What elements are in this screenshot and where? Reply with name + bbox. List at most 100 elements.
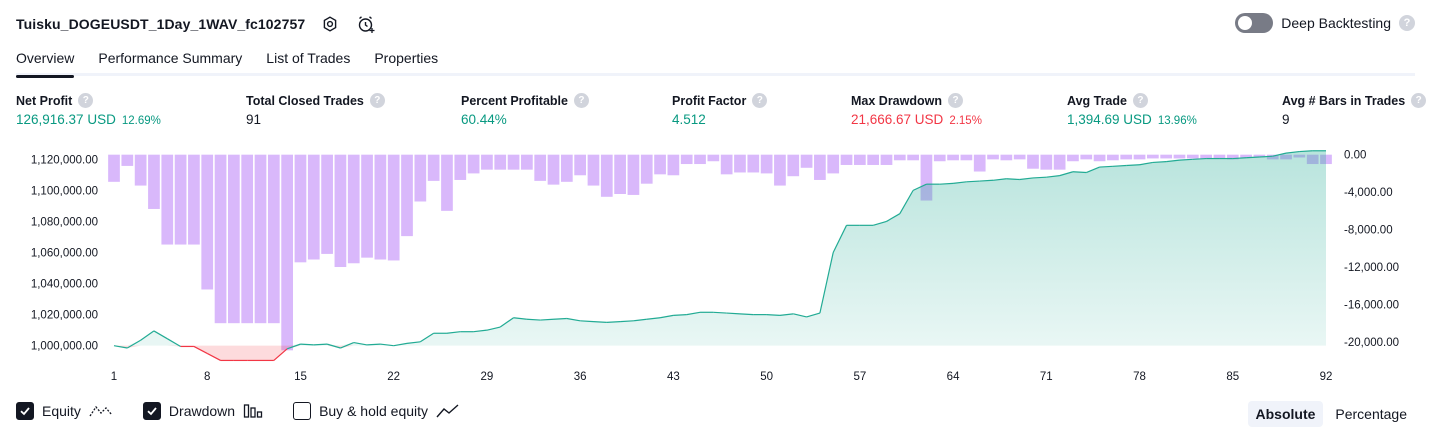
legend-drawdown[interactable]: Drawdown xyxy=(142,402,263,420)
drawdown-bar xyxy=(880,154,893,165)
drawdown-bar xyxy=(441,154,453,211)
equity-segment xyxy=(739,313,754,316)
drawdown-bar xyxy=(867,154,880,165)
left-axis-tick: 1,120,000.00 xyxy=(31,154,98,166)
drawdown-bar xyxy=(307,154,320,260)
equity-segment xyxy=(1086,166,1100,174)
info-icon[interactable]: ? xyxy=(948,93,963,108)
info-icon[interactable]: ? xyxy=(369,93,385,108)
equity-segment xyxy=(633,318,647,322)
alarm-add-icon[interactable] xyxy=(355,13,377,35)
equity-area xyxy=(114,150,1326,361)
metric-max-drawdown: Max Drawdown? 21,666.67 USD 2.15% xyxy=(851,93,982,127)
drawdown-bar xyxy=(1226,154,1239,160)
drawdown-bar xyxy=(228,154,240,324)
equity-drawdown-chart[interactable]: 1,120,000.00 1,100,000.00 1,080,000.00 1,06… xyxy=(0,140,1431,380)
equity-segment xyxy=(286,343,301,350)
equity-segment xyxy=(1232,157,1247,160)
drawdown-bar xyxy=(1000,154,1013,161)
drawdown-bar xyxy=(1040,154,1053,170)
equity-segment xyxy=(620,320,634,323)
equity-segment xyxy=(899,190,914,214)
equity-segment xyxy=(166,338,181,347)
legend-equity[interactable]: Equity xyxy=(16,402,113,420)
equity-segment xyxy=(593,321,607,323)
x-axis-tick: 71 xyxy=(1040,371,1053,380)
equity-segment xyxy=(766,314,780,316)
equity-below-fill xyxy=(114,345,1326,361)
drawdown-bar xyxy=(907,154,919,161)
equity-segment xyxy=(553,317,567,320)
right-axis-tick: -20,000.00 xyxy=(1344,337,1399,349)
info-icon[interactable]: ? xyxy=(78,93,94,108)
settings-icon[interactable] xyxy=(319,13,341,35)
drawdown-bar xyxy=(467,154,480,174)
legend-equity-label: Equity xyxy=(42,403,81,419)
deep-backtesting-toggle[interactable] xyxy=(1235,13,1274,33)
equity-segment xyxy=(1192,157,1207,160)
equity-segment xyxy=(726,312,741,315)
equity-segment xyxy=(300,343,314,346)
info-icon[interactable]: ? xyxy=(752,93,768,108)
x-axis-tick: 50 xyxy=(760,371,773,380)
x-axis-tick: 78 xyxy=(1133,371,1146,380)
drawdown-bar xyxy=(960,154,973,161)
drawdown-bar xyxy=(947,154,959,161)
tab-overview[interactable]: Overview xyxy=(16,44,75,78)
drawdown-bar xyxy=(1027,154,1039,169)
drawdown-bar xyxy=(560,154,573,182)
x-axis-tick: 36 xyxy=(574,371,587,380)
drawdown-bar xyxy=(667,154,680,176)
drawdown-bar xyxy=(774,154,786,186)
toggle-knob xyxy=(1238,16,1253,30)
equity-segment xyxy=(832,225,848,253)
help-icon[interactable]: ? xyxy=(1399,15,1415,31)
tab-performance-summary[interactable]: Performance Summary xyxy=(98,50,243,66)
legend-buy-hold[interactable]: Buy & hold equity xyxy=(293,402,460,420)
left-axis-tick: 1,080,000.00 xyxy=(31,216,98,228)
drawdown-bar xyxy=(387,154,400,261)
buy-hold-checkbox[interactable] xyxy=(293,402,312,420)
drawdown-bar xyxy=(241,154,254,324)
left-axis-tick: 1,100,000.00 xyxy=(31,185,98,197)
metric-label: Net Profit xyxy=(16,93,73,108)
drawdown-bar xyxy=(707,154,720,162)
equity-checkbox[interactable] xyxy=(16,402,34,420)
info-icon[interactable]: ? xyxy=(1411,93,1427,108)
equity-segment xyxy=(939,182,954,185)
drawdown-bar xyxy=(1160,154,1173,159)
drawdown-bar xyxy=(654,154,666,175)
right-axis-tick: 0.00 xyxy=(1344,150,1366,162)
drawdown-bar xyxy=(973,154,986,172)
drawdown-bar xyxy=(1053,154,1066,170)
mode-percentage-button[interactable]: Percentage xyxy=(1335,406,1407,422)
equity-segment xyxy=(566,317,581,322)
equity-segment xyxy=(326,343,341,349)
tab-properties[interactable]: Properties xyxy=(374,50,439,66)
metrics-row: Net Profit? 126,916.37 USD 12.69% Total C… xyxy=(16,93,1427,129)
equity-segment xyxy=(353,341,368,346)
metric-net-profit: Net Profit? 126,916.37 USD 12.69% xyxy=(16,93,161,127)
equity-segment xyxy=(367,343,381,346)
drawdown-bar xyxy=(787,154,800,177)
right-axis-tick: -12,000.00 xyxy=(1344,262,1399,274)
tab-list-of-trades[interactable]: List of Trades xyxy=(266,50,351,66)
drawdown-checkbox[interactable] xyxy=(142,402,161,420)
display-mode-switch: Absolute Percentage xyxy=(1247,401,1416,427)
metric-value: 4.512 xyxy=(672,112,706,127)
equity-segment xyxy=(127,339,141,349)
x-axis-tick: 57 xyxy=(853,371,866,380)
drawdown-bar xyxy=(1146,154,1159,159)
drawdown-bar xyxy=(680,154,693,165)
info-icon[interactable]: ? xyxy=(1132,93,1148,108)
info-icon[interactable]: ? xyxy=(573,93,589,108)
drawdown-bar xyxy=(1240,154,1252,158)
equity-segment xyxy=(113,345,128,349)
drawdown-bar xyxy=(401,154,413,237)
mode-absolute-button[interactable]: Absolute xyxy=(1247,401,1324,427)
drawdown-bar xyxy=(121,154,134,166)
drawdown-bar xyxy=(640,154,653,184)
equity-line xyxy=(113,150,1326,362)
x-axis-tick: 29 xyxy=(481,371,494,380)
metric-value: 60.44% xyxy=(461,112,507,127)
